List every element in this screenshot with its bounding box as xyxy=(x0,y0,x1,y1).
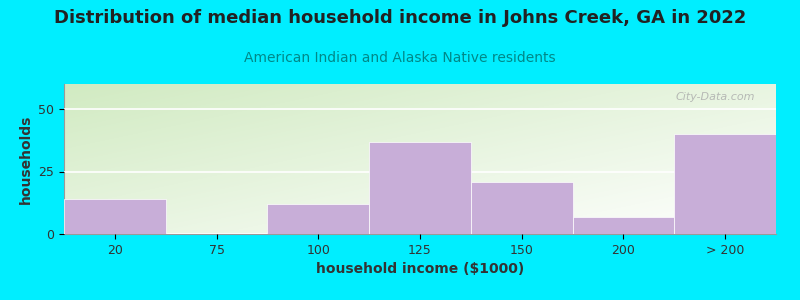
Bar xyxy=(369,142,471,234)
Bar xyxy=(674,134,776,234)
Bar xyxy=(573,217,674,234)
Bar xyxy=(64,199,166,234)
Text: City-Data.com: City-Data.com xyxy=(675,92,754,101)
Bar xyxy=(471,182,573,234)
Text: Distribution of median household income in Johns Creek, GA in 2022: Distribution of median household income … xyxy=(54,9,746,27)
Bar xyxy=(267,204,369,234)
Text: American Indian and Alaska Native residents: American Indian and Alaska Native reside… xyxy=(244,51,556,65)
Y-axis label: households: households xyxy=(18,114,33,204)
X-axis label: household income ($1000): household income ($1000) xyxy=(316,262,524,276)
